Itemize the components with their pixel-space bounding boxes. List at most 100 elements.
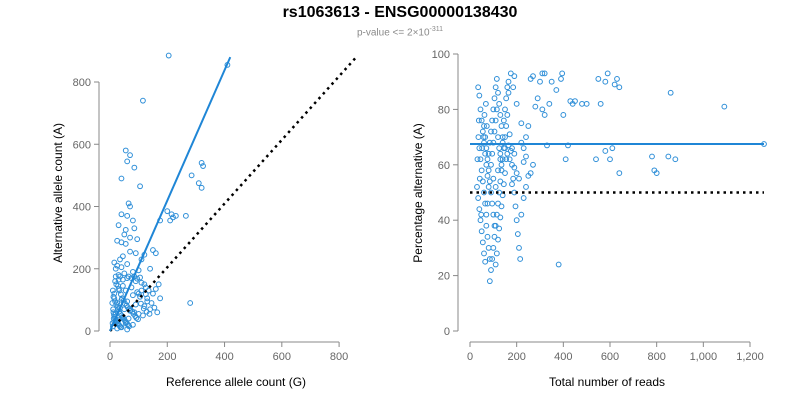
left-data-point: [130, 292, 136, 299]
right-data-point: [497, 178, 504, 185]
right-data-point: [490, 139, 497, 146]
right-data-point: [492, 84, 499, 91]
right-data-point: [518, 120, 525, 127]
right-data-point: [489, 200, 496, 207]
right-data-point: [560, 112, 567, 118]
right-data-point: [493, 211, 500, 218]
left-data-point: [122, 147, 129, 154]
right-data-point: [502, 134, 508, 141]
right-x-tick-label: 0: [467, 351, 473, 363]
right-data-point: [559, 70, 566, 77]
left-data-point: [127, 203, 133, 210]
right-data-point: [649, 153, 655, 160]
left-data-point: [138, 279, 145, 286]
right-data-point: [541, 70, 548, 77]
left-y-tick-label: 400: [73, 202, 91, 214]
right-data-point: [495, 200, 501, 207]
right-data-point: [502, 106, 508, 113]
right-data-point: [541, 112, 548, 118]
left-data-point: [155, 281, 162, 288]
right-data-point: [482, 200, 489, 207]
right-data-point: [505, 78, 512, 85]
left-data-point: [188, 172, 195, 179]
left-data-point: [142, 284, 149, 291]
left-data-point: [118, 211, 125, 218]
right-data-point: [485, 184, 492, 190]
right-data-point: [492, 261, 499, 268]
right-data-point: [504, 84, 511, 91]
right-data-point: [486, 278, 493, 285]
left-data-point: [111, 259, 118, 266]
left-data-point: [115, 276, 122, 283]
left-data-point: [144, 298, 151, 305]
right-data-point: [496, 225, 503, 232]
right-data-point: [490, 106, 497, 113]
left-data-point: [137, 293, 143, 300]
right-data-point: [512, 203, 519, 210]
right-data-point: [478, 228, 485, 235]
right-data-point: [503, 95, 510, 102]
left-data-point: [121, 270, 128, 277]
right-data-point: [478, 117, 485, 124]
right-data-point: [595, 76, 602, 82]
left-data-point: [124, 261, 131, 267]
left-data-point: [152, 286, 159, 292]
left-data-point: [134, 236, 141, 243]
right-data-point: [537, 78, 543, 85]
right-data-point: [509, 181, 515, 188]
right-data-point: [504, 112, 511, 118]
right-data-point: [478, 167, 485, 174]
right-data-point: [555, 261, 562, 268]
right-data-point: [475, 84, 482, 91]
left-y-tick-label: 800: [73, 77, 91, 89]
left-data-point: [131, 225, 138, 232]
right-data-point: [492, 184, 499, 190]
right-data-point: [476, 175, 483, 182]
right-data-point: [484, 233, 491, 240]
left-data-point: [116, 287, 123, 294]
left-data-point: [118, 264, 125, 271]
right-data-point: [562, 156, 569, 163]
right-data-point: [477, 156, 484, 163]
right-data-point: [509, 161, 515, 168]
left-data-point: [122, 226, 129, 233]
right-data-point: [496, 100, 503, 107]
right-data-point: [500, 117, 507, 124]
right-data-point: [476, 206, 483, 213]
right-data-point: [527, 76, 534, 82]
right-data-point: [579, 100, 585, 107]
left-data-point: [134, 275, 141, 282]
left-data-point: [150, 290, 156, 297]
right-data-point: [597, 100, 604, 107]
right-x-tick-label: 1,000: [690, 351, 718, 363]
left-data-point: [164, 208, 171, 215]
left-data-point: [119, 253, 126, 260]
right-data-point: [504, 150, 511, 157]
right-data-point: [539, 106, 546, 113]
right-data-point: [511, 73, 518, 80]
right-data-point: [520, 159, 527, 165]
left-data-point: [117, 256, 123, 263]
right-data-point: [583, 100, 590, 107]
right-data-point: [513, 217, 520, 224]
right-data-point: [502, 145, 508, 152]
left-data-point: [119, 276, 126, 283]
left-points: [109, 52, 231, 333]
right-data-point: [609, 145, 616, 152]
right-data-point: [495, 89, 501, 96]
right-data-point: [488, 189, 494, 196]
right-data-point: [546, 100, 553, 107]
right-y-axis-label: Percentage alternative (A): [411, 123, 425, 262]
left-data-point: [113, 281, 120, 288]
right-data-point: [497, 112, 504, 118]
right-x-tick-label: 200: [507, 351, 525, 363]
left-data-point: [140, 97, 146, 104]
right-data-point: [530, 161, 536, 168]
left-data-point: [114, 237, 121, 244]
right-data-point: [482, 134, 489, 141]
right-data-point: [611, 81, 618, 88]
right-data-point: [517, 256, 524, 262]
right-data-point: [493, 76, 500, 82]
right-data-point: [481, 123, 487, 129]
